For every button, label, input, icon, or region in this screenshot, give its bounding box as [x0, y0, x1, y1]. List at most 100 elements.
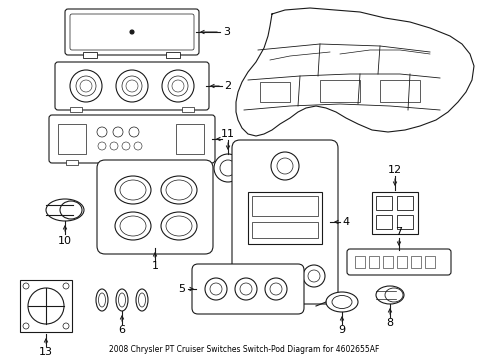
Ellipse shape	[161, 176, 197, 204]
FancyBboxPatch shape	[70, 14, 194, 50]
Ellipse shape	[116, 289, 128, 311]
Circle shape	[303, 265, 325, 287]
Ellipse shape	[165, 216, 192, 236]
Circle shape	[172, 80, 183, 92]
Bar	[176, 124, 203, 154]
Circle shape	[162, 70, 194, 102]
Bar	[182, 107, 194, 112]
FancyBboxPatch shape	[65, 9, 199, 55]
Ellipse shape	[120, 216, 146, 236]
Bar	[66, 160, 78, 165]
Circle shape	[126, 80, 138, 92]
Circle shape	[209, 283, 222, 295]
Text: 11: 11	[221, 129, 235, 139]
Bar	[247, 192, 321, 244]
Bar	[375, 215, 391, 229]
Bar	[20, 280, 72, 332]
Text: 3: 3	[223, 27, 230, 37]
FancyBboxPatch shape	[231, 140, 337, 304]
Ellipse shape	[98, 293, 105, 307]
Circle shape	[280, 270, 291, 282]
Circle shape	[204, 278, 226, 300]
Circle shape	[63, 323, 69, 329]
Ellipse shape	[46, 199, 84, 221]
Circle shape	[307, 270, 319, 282]
Bar	[368, 256, 378, 268]
Ellipse shape	[136, 289, 148, 311]
Text: 12: 12	[387, 165, 401, 175]
Ellipse shape	[96, 289, 108, 311]
FancyBboxPatch shape	[97, 160, 213, 254]
Ellipse shape	[138, 293, 145, 307]
FancyBboxPatch shape	[192, 264, 304, 314]
Bar	[375, 196, 391, 210]
Circle shape	[269, 283, 282, 295]
Circle shape	[23, 283, 29, 289]
Circle shape	[98, 142, 106, 150]
Text: 8: 8	[386, 318, 393, 328]
Text: 2008 Chrysler PT Cruiser Switches Switch-Pod Diagram for 4602655AF: 2008 Chrysler PT Cruiser Switches Switch…	[109, 345, 379, 354]
Circle shape	[134, 142, 142, 150]
Text: 10: 10	[58, 236, 72, 246]
Text: 1: 1	[151, 261, 158, 271]
Circle shape	[276, 158, 292, 174]
Bar	[396, 215, 412, 229]
Circle shape	[214, 154, 242, 182]
Circle shape	[240, 283, 251, 295]
Bar	[319, 80, 359, 102]
Bar	[410, 256, 420, 268]
Circle shape	[80, 80, 92, 92]
Bar	[58, 124, 86, 154]
Bar	[251, 196, 317, 216]
Circle shape	[97, 127, 107, 137]
Ellipse shape	[165, 180, 192, 200]
Bar	[371, 192, 417, 234]
Circle shape	[122, 76, 142, 96]
Circle shape	[28, 288, 64, 324]
Text: 4: 4	[342, 217, 349, 227]
Circle shape	[129, 127, 139, 137]
Bar	[424, 256, 434, 268]
Bar	[396, 196, 412, 210]
FancyBboxPatch shape	[49, 115, 215, 163]
Ellipse shape	[325, 292, 357, 312]
Circle shape	[130, 30, 134, 34]
Bar	[165, 52, 180, 58]
Text: 7: 7	[395, 227, 402, 237]
Bar	[185, 160, 198, 165]
Text: 6: 6	[118, 325, 125, 335]
Text: 9: 9	[338, 325, 345, 335]
Bar	[354, 256, 364, 268]
FancyBboxPatch shape	[55, 62, 208, 110]
Circle shape	[270, 152, 298, 180]
Bar	[251, 222, 317, 238]
Ellipse shape	[120, 180, 146, 200]
Bar	[260, 82, 289, 102]
Circle shape	[110, 142, 118, 150]
Circle shape	[251, 270, 264, 282]
Ellipse shape	[384, 288, 402, 302]
Bar	[396, 256, 406, 268]
Circle shape	[264, 278, 286, 300]
Ellipse shape	[118, 293, 125, 307]
Ellipse shape	[331, 296, 351, 309]
Circle shape	[76, 76, 96, 96]
Circle shape	[63, 283, 69, 289]
Circle shape	[246, 265, 268, 287]
Circle shape	[220, 160, 236, 176]
Text: 5: 5	[178, 284, 185, 294]
Circle shape	[113, 127, 123, 137]
Circle shape	[116, 70, 148, 102]
Circle shape	[70, 70, 102, 102]
Circle shape	[274, 265, 296, 287]
Circle shape	[122, 142, 130, 150]
Circle shape	[168, 76, 187, 96]
FancyBboxPatch shape	[346, 249, 450, 275]
Bar	[382, 256, 392, 268]
Circle shape	[23, 323, 29, 329]
Bar	[70, 107, 82, 112]
Bar	[83, 52, 97, 58]
Circle shape	[235, 278, 257, 300]
Ellipse shape	[375, 286, 403, 304]
Ellipse shape	[115, 176, 151, 204]
